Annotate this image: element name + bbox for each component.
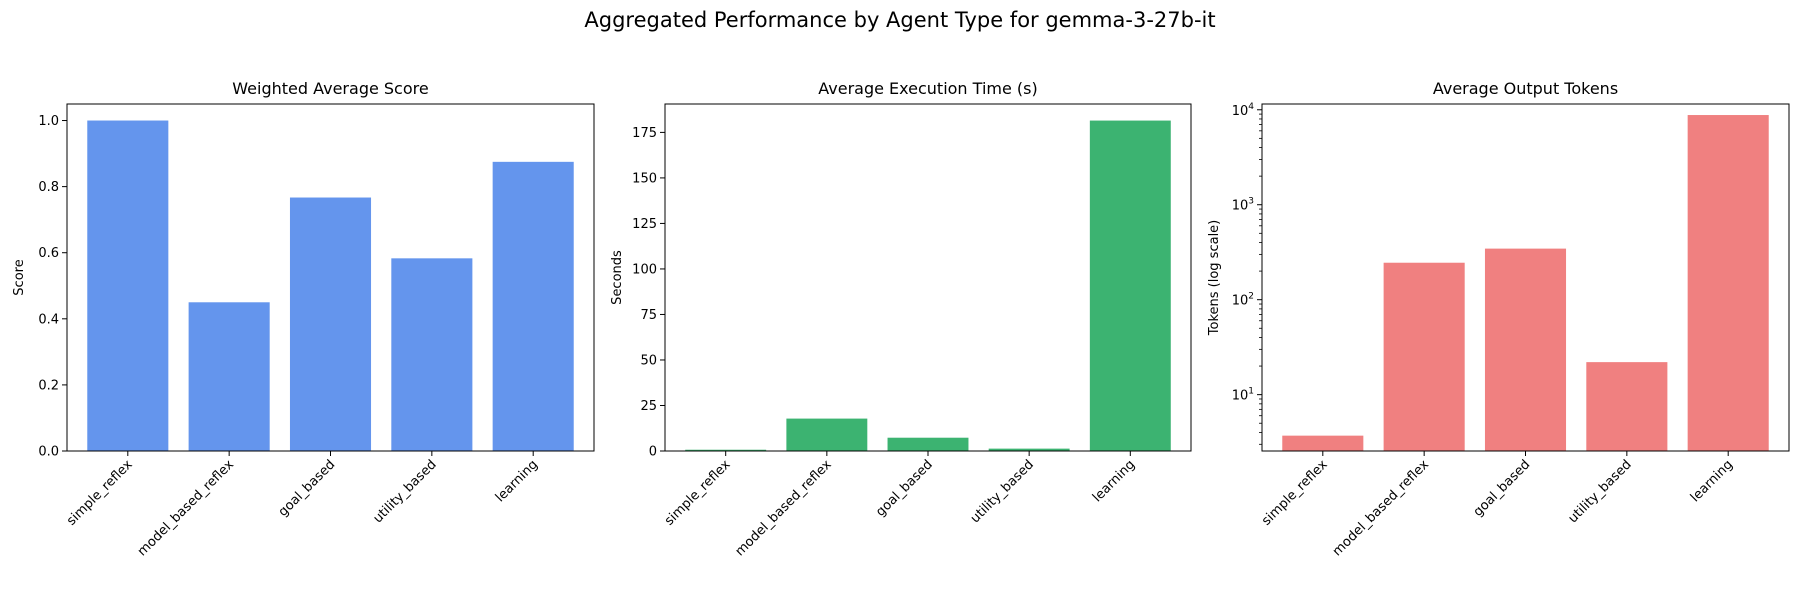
- chart-title-tokens: Average Output Tokens: [1433, 79, 1618, 98]
- y-tick-label-score: 0.4: [38, 312, 59, 327]
- y-tick-label-tokens: 101: [1232, 387, 1254, 404]
- y-tick-label-tokens: 104: [1232, 102, 1255, 119]
- figure-title: Aggregated Performance by Agent Type for…: [584, 8, 1216, 32]
- y-axis-label-time: Seconds: [610, 250, 625, 305]
- bar-tokens-model-based-reflex: [1383, 262, 1465, 451]
- x-tick-label-score-simple-reflex: simple_reflex: [64, 457, 136, 529]
- chart-tokens: Average Output Tokens Tokens (log scale) 1…: [1207, 79, 1790, 559]
- bar-score-goal-based: [289, 197, 372, 451]
- y-tick-label-time: 150: [632, 171, 657, 186]
- x-tick-label-tokens-simple-reflex: simple_reflex: [1259, 457, 1331, 529]
- chart-title-score: Weighted Average Score: [232, 79, 428, 98]
- bar-tokens-goal-based: [1484, 248, 1567, 451]
- bar-score-model-based-reflex: [188, 302, 270, 451]
- x-tick-label-time-goal-based: goal_based: [873, 457, 936, 520]
- x-tick-label-tokens-model-based-reflex: model_based_reflex: [1330, 457, 1432, 559]
- y-tick-label-time: 175: [632, 126, 657, 141]
- bar-time-learning: [1089, 120, 1171, 452]
- bar-tokens-simple-reflex: [1282, 435, 1364, 451]
- y-tick-label-score: 0.8: [38, 180, 59, 195]
- y-axis-label-score: Score: [12, 259, 27, 295]
- y-tick-label-time: 125: [632, 217, 657, 232]
- y-tick-label-time: 100: [632, 262, 657, 277]
- y-tick-label-score: 0.6: [38, 246, 59, 261]
- x-tick-label-score-goal-based: goal_based: [276, 457, 339, 520]
- bar-time-simple-reflex: [685, 449, 767, 451]
- y-axis-label-tokens: Tokens (log scale): [1207, 220, 1222, 336]
- x-tick-label-tokens-goal-based: goal_based: [1471, 457, 1534, 520]
- y-tick-label-time: 0: [649, 445, 657, 460]
- y-tick-label-time: 75: [640, 308, 657, 323]
- bar-time-utility-based: [988, 448, 1070, 451]
- x-tick-label-time-utility-based: utility_based: [968, 457, 1037, 526]
- chart-score: Weighted Average Score Score 0.0 0.2 0.4 0.6 0…: [12, 79, 595, 559]
- x-tick-label-score-model-based-reflex: model_based_reflex: [135, 457, 237, 559]
- bar-tokens-utility-based: [1586, 362, 1668, 451]
- y-tick-label-time: 50: [640, 353, 657, 368]
- x-tick-label-time-model-based-reflex: model_based_reflex: [733, 457, 835, 559]
- y-tick-label-score: 1.0: [38, 114, 59, 129]
- bar-time-goal-based: [887, 437, 969, 451]
- y-tick-label-score: 0.2: [38, 378, 59, 393]
- x-tick-label-time-simple-reflex: simple_reflex: [662, 457, 734, 529]
- bar-time-model-based-reflex: [786, 418, 868, 451]
- x-tick-label-tokens-learning: learning: [1688, 457, 1736, 505]
- y-tick-label-time: 25: [640, 399, 657, 414]
- y-tick-label-score: 0.0: [38, 445, 59, 460]
- chart-time: Average Execution Time (s) Seconds 0 25 50 75…: [610, 79, 1192, 559]
- chart-title-time: Average Execution Time (s): [818, 79, 1037, 98]
- x-tick-label-score-utility-based: utility_based: [371, 457, 440, 526]
- bar-score-simple-reflex: [87, 120, 169, 452]
- bar-score-utility-based: [391, 258, 473, 451]
- y-tick-label-tokens: 103: [1232, 197, 1254, 214]
- x-tick-label-tokens-utility-based: utility_based: [1566, 457, 1635, 526]
- x-tick-label-score-learning: learning: [493, 457, 541, 505]
- bar-score-learning: [492, 161, 574, 452]
- bar-tokens-learning: [1687, 115, 1769, 451]
- y-tick-label-tokens: 102: [1232, 292, 1254, 309]
- x-tick-label-time-learning: learning: [1090, 457, 1138, 505]
